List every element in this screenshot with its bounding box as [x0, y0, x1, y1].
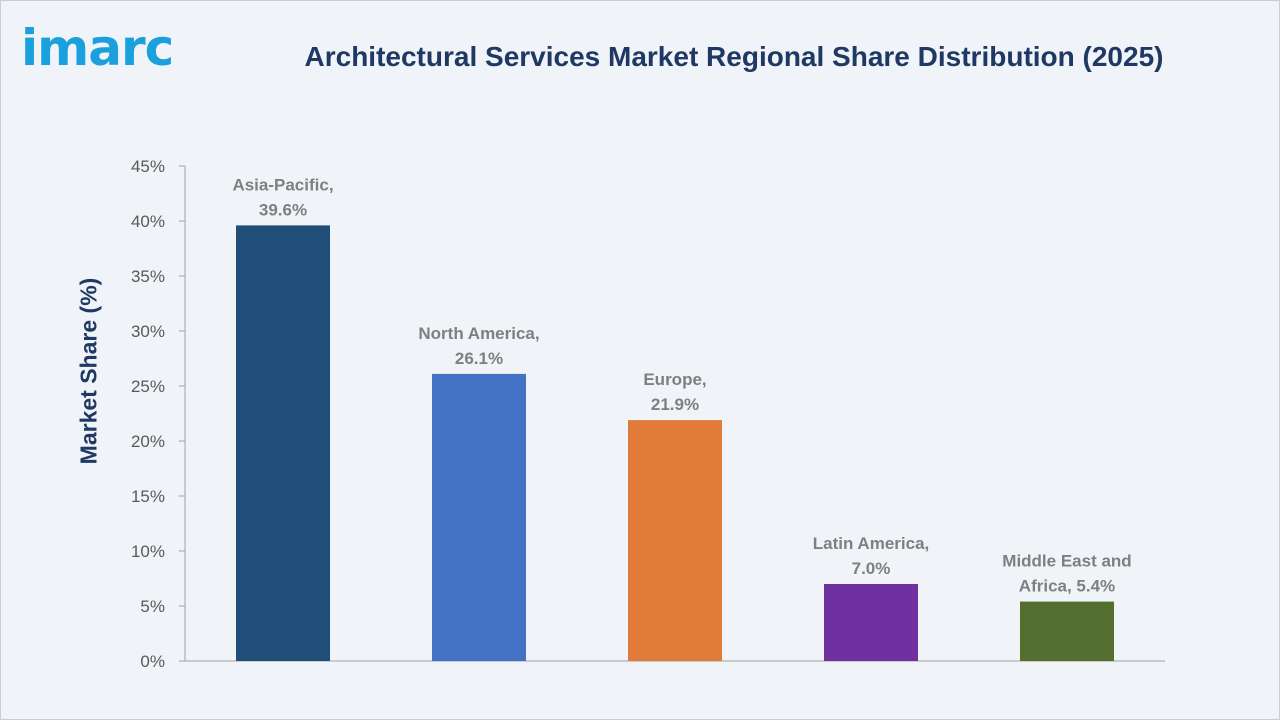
y-tick-label: 15%: [131, 487, 165, 506]
y-tick-label: 45%: [131, 157, 165, 176]
bar-north-america: [432, 373, 526, 661]
chart-title: Architectural Services Market Regional S…: [304, 41, 1164, 72]
bar-europe: [628, 420, 722, 661]
bar-asia-pacific: [236, 225, 330, 661]
data-label: Asia-Pacific, 39.6%: [232, 175, 333, 219]
y-tick-label: 30%: [131, 322, 165, 341]
y-tick-label: 5%: [140, 597, 165, 616]
bar-middle-east-and-africa: [1020, 601, 1114, 661]
bar-latin-america: [824, 584, 918, 661]
y-tick-label: 25%: [131, 377, 165, 396]
y-tick-label: 10%: [131, 542, 165, 561]
data-label: Middle East and Africa, 5.4%: [1002, 552, 1131, 596]
imarc-logo: imarc: [21, 19, 174, 77]
data-label: Latin America, 7.0%: [813, 534, 930, 578]
data-label: North America, 26.1%: [418, 324, 539, 368]
y-tick-label: 20%: [131, 432, 165, 451]
y-tick-label: 0%: [140, 652, 165, 671]
y-tick-label: 40%: [131, 212, 165, 231]
data-label: Europe, 21.9%: [643, 370, 706, 414]
y-tick-label: 35%: [131, 267, 165, 286]
